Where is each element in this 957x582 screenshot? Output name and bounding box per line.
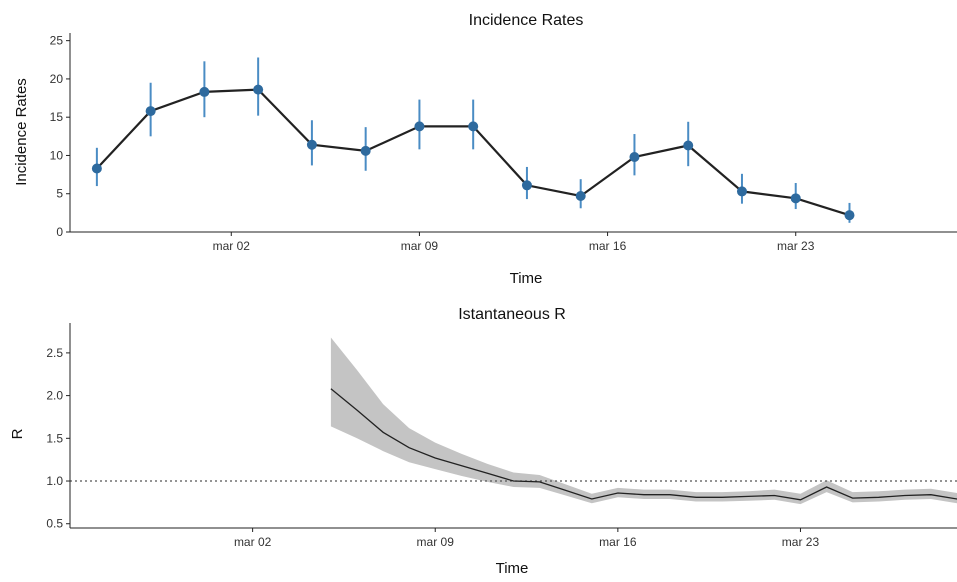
- instantaneous-r-panel: Istantaneous R Time R 0.5 1.0 1.5 2.0 2.5 mar…: [9, 306, 957, 577]
- chart-title: Incidence Rates: [469, 12, 584, 29]
- confidence-band: [330, 337, 957, 505]
- incidence-rates-panel: Incidence Rates Time Incidence Rates 0 5 1…: [13, 12, 957, 287]
- data-point: [575, 191, 586, 202]
- x-axis-label: Time: [510, 270, 543, 287]
- data-point: [629, 151, 640, 162]
- data-point: [253, 84, 264, 95]
- y-tick-label: 2.5: [46, 346, 63, 360]
- data-point: [683, 140, 694, 151]
- data-point: [199, 86, 210, 97]
- axes-layer: 0 5 10 15 20 25 mar 02 mar 09 mar 16 mar 23: [50, 33, 957, 253]
- line-layer: [330, 388, 957, 501]
- y-tick-label: 1.5: [46, 431, 63, 445]
- y-tick-label: 15: [50, 110, 64, 124]
- data-point: [145, 106, 156, 117]
- x-tick-label: mar 23: [777, 239, 815, 253]
- points-layer: [91, 84, 855, 221]
- data-point: [468, 121, 479, 132]
- x-tick-label: mar 23: [782, 535, 820, 549]
- data-point: [414, 121, 425, 132]
- errorbar-layer: [95, 57, 851, 223]
- data-point: [790, 193, 801, 204]
- y-tick-label: 10: [50, 148, 64, 162]
- y-tick-label: 25: [50, 34, 64, 48]
- y-axis-label: Incidence Rates: [13, 78, 30, 186]
- x-axis-label: Time: [496, 560, 529, 577]
- x-tick-label: mar 02: [234, 535, 272, 549]
- y-tick-label: 20: [50, 72, 64, 86]
- x-tick-label: mar 16: [599, 535, 637, 549]
- chart-title: Istantaneous R: [458, 306, 566, 323]
- y-tick-label: 2.0: [46, 389, 63, 403]
- data-point: [360, 145, 371, 156]
- data-point: [521, 180, 532, 191]
- x-tick-label: mar 09: [417, 535, 455, 549]
- series-line: [330, 388, 957, 501]
- x-tick-label: mar 09: [401, 239, 439, 253]
- y-tick-label: 0: [56, 225, 63, 239]
- band-layer: [330, 337, 957, 505]
- axes-layer: 0.5 1.0 1.5 2.0 2.5 mar 02 mar 09 mar 16 mar 23: [46, 323, 957, 549]
- y-tick-label: 1.0: [46, 474, 63, 488]
- x-tick-label: mar 02: [213, 239, 251, 253]
- data-point: [91, 163, 102, 174]
- data-point: [306, 139, 317, 150]
- y-tick-label: 0.5: [46, 517, 63, 531]
- y-tick-label: 5: [56, 187, 63, 201]
- y-axis-label: R: [9, 428, 26, 439]
- x-tick-label: mar 16: [589, 239, 627, 253]
- data-point: [736, 186, 747, 197]
- data-point: [844, 210, 855, 221]
